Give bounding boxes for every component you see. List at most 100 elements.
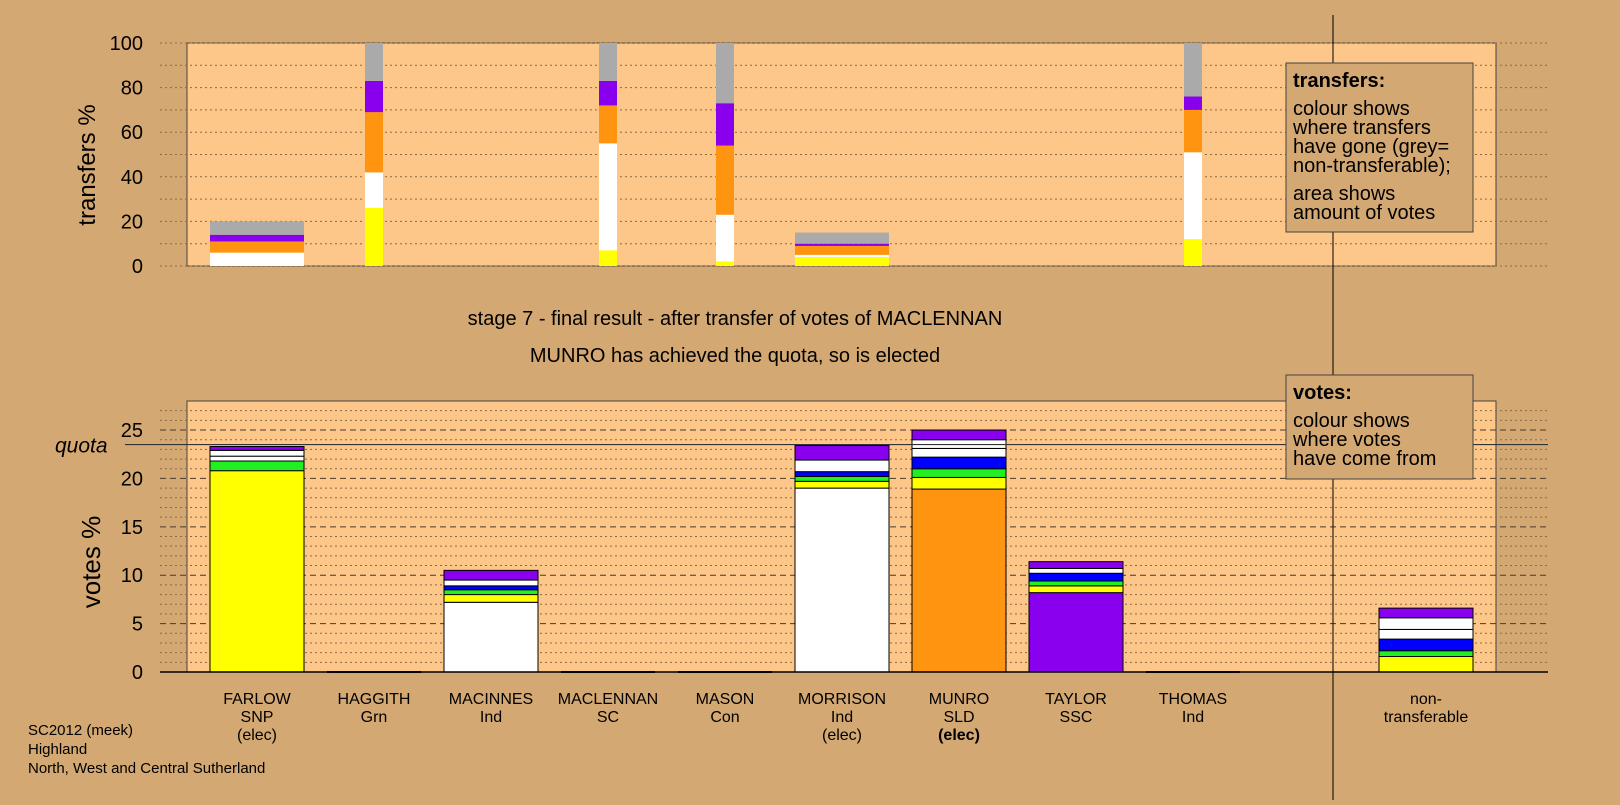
transfers-y-tick-label: 80 — [121, 78, 143, 100]
vote-segment — [443, 589, 539, 596]
nontransferable-label: non- — [1410, 691, 1442, 708]
candidate-party: SLD — [943, 709, 974, 726]
vote-segment — [794, 445, 890, 461]
transfers-y-tick-label: 60 — [121, 122, 143, 144]
nontransferable-segment — [1378, 607, 1474, 619]
transfer-segment — [716, 43, 734, 104]
transfer-segment — [365, 208, 383, 266]
transfer-segment — [365, 172, 383, 209]
transfers-legend-line: where transfers — [1292, 117, 1431, 139]
vote-segment — [794, 471, 890, 477]
votes-legend-box — [1285, 374, 1474, 480]
vote-segment — [911, 429, 1007, 441]
candidate-name: MACINNES — [449, 691, 533, 708]
votes-legend-line: have come from — [1293, 448, 1436, 470]
vote-segment — [209, 445, 305, 451]
transfer-segment — [1184, 43, 1202, 97]
candidate-party: SNP — [241, 709, 274, 726]
vote-segment — [443, 569, 539, 581]
transfer-segment — [210, 252, 304, 266]
votes-y-tick-label: 15 — [121, 517, 143, 539]
transfer-segment — [210, 241, 304, 253]
transfer-segment — [795, 243, 889, 246]
vote-segment — [443, 594, 539, 603]
votes-y-tick-label: 0 — [132, 662, 143, 684]
transfers-legend-line: have gone (grey= — [1293, 136, 1449, 158]
votes-legend-heading: votes: — [1293, 382, 1352, 404]
candidate-status: (elec) — [822, 727, 862, 744]
transfers-legend: transfers: colour shows where transfers … — [1285, 62, 1474, 233]
vote-segment — [1028, 572, 1124, 582]
vote-segment — [911, 476, 1007, 490]
transfer-segment — [795, 257, 889, 266]
nontransferable-segment — [1378, 628, 1474, 640]
transfer-segment — [795, 254, 889, 258]
transfer-segment — [599, 43, 617, 81]
transfer-segment — [1184, 152, 1202, 240]
nontransferable-segment — [1378, 656, 1474, 673]
candidate-party: SSC — [1060, 709, 1093, 726]
footer-council: Highland — [28, 741, 87, 758]
vote-segment — [209, 470, 305, 673]
votes-legend-line: where votes — [1292, 429, 1401, 451]
vote-segment — [911, 468, 1007, 478]
transfer-segment — [365, 43, 383, 81]
transfer-segment — [795, 245, 889, 255]
vote-segment — [1028, 580, 1124, 587]
vote-segment — [1028, 585, 1124, 594]
nontransferable-segment — [1378, 617, 1474, 630]
transfer-segment — [1184, 109, 1202, 153]
vote-segment — [209, 449, 305, 457]
votes-y-tick-label: 5 — [132, 614, 143, 636]
transfers-legend-line: area shows — [1293, 183, 1395, 205]
vote-segment — [794, 475, 890, 482]
nontransferable-label: transferable — [1384, 709, 1469, 726]
candidate-name: MASON — [696, 691, 755, 708]
transfers-axis: 0 20 40 60 80 100 — [110, 33, 143, 278]
candidate-name: MORRISON — [798, 691, 886, 708]
votes-y-tick-label: 25 — [121, 420, 143, 442]
transfers-y-tick-label: 0 — [132, 256, 143, 278]
candidate-name: MUNRO — [929, 691, 989, 708]
transfer-segment — [599, 105, 617, 144]
footer-ward: North, West and Central Sutherland — [28, 760, 265, 777]
vote-segment — [1028, 567, 1124, 574]
vote-segment — [209, 455, 305, 462]
nontransferable-segment — [1378, 638, 1474, 652]
footer: SC2012 (meek) Highland North, West and C… — [28, 722, 265, 777]
vote-segment — [209, 460, 305, 472]
stage-subtitle: MUNRO has achieved the quota, so is elec… — [530, 345, 940, 367]
transfers-legend-heading: transfers: — [1293, 70, 1385, 92]
votes-y-tick-label: 20 — [121, 468, 143, 490]
transfer-segment — [716, 145, 734, 215]
candidate-status: (elec) — [938, 727, 980, 744]
vote-segment — [911, 488, 1007, 673]
transfer-segment — [365, 112, 383, 173]
transfers-y-tick-label: 100 — [110, 33, 143, 55]
candidate-name: FARLOW — [223, 691, 291, 708]
candidate-party: Ind — [1182, 709, 1204, 726]
candidate-name: HAGGITH — [338, 691, 411, 708]
votes-y-tick-label: 10 — [121, 565, 143, 587]
vote-segment — [794, 480, 890, 489]
transfer-segment — [716, 261, 734, 266]
footer-source: SC2012 (meek) — [28, 722, 133, 739]
transfer-segment — [1184, 239, 1202, 266]
vote-segment — [911, 456, 1007, 470]
transfer-segment — [716, 214, 734, 262]
candidate-party: Grn — [361, 709, 388, 726]
candidate-name: MACLENNAN — [558, 691, 658, 708]
candidate-party: SC — [597, 709, 619, 726]
transfers-legend-line: non-transferable); — [1293, 155, 1451, 177]
transfer-segment — [795, 232, 889, 244]
transfers-y-tick-label: 20 — [121, 211, 143, 233]
stage-title: stage 7 - final result - after transfer … — [468, 308, 1003, 330]
transfer-segment — [599, 80, 617, 106]
transfers-legend-box — [1285, 62, 1474, 233]
transfer-segment — [365, 80, 383, 113]
transfers-legend-line: amount of votes — [1293, 202, 1435, 224]
vote-segment — [1028, 561, 1124, 569]
transfer-segment — [599, 250, 617, 266]
